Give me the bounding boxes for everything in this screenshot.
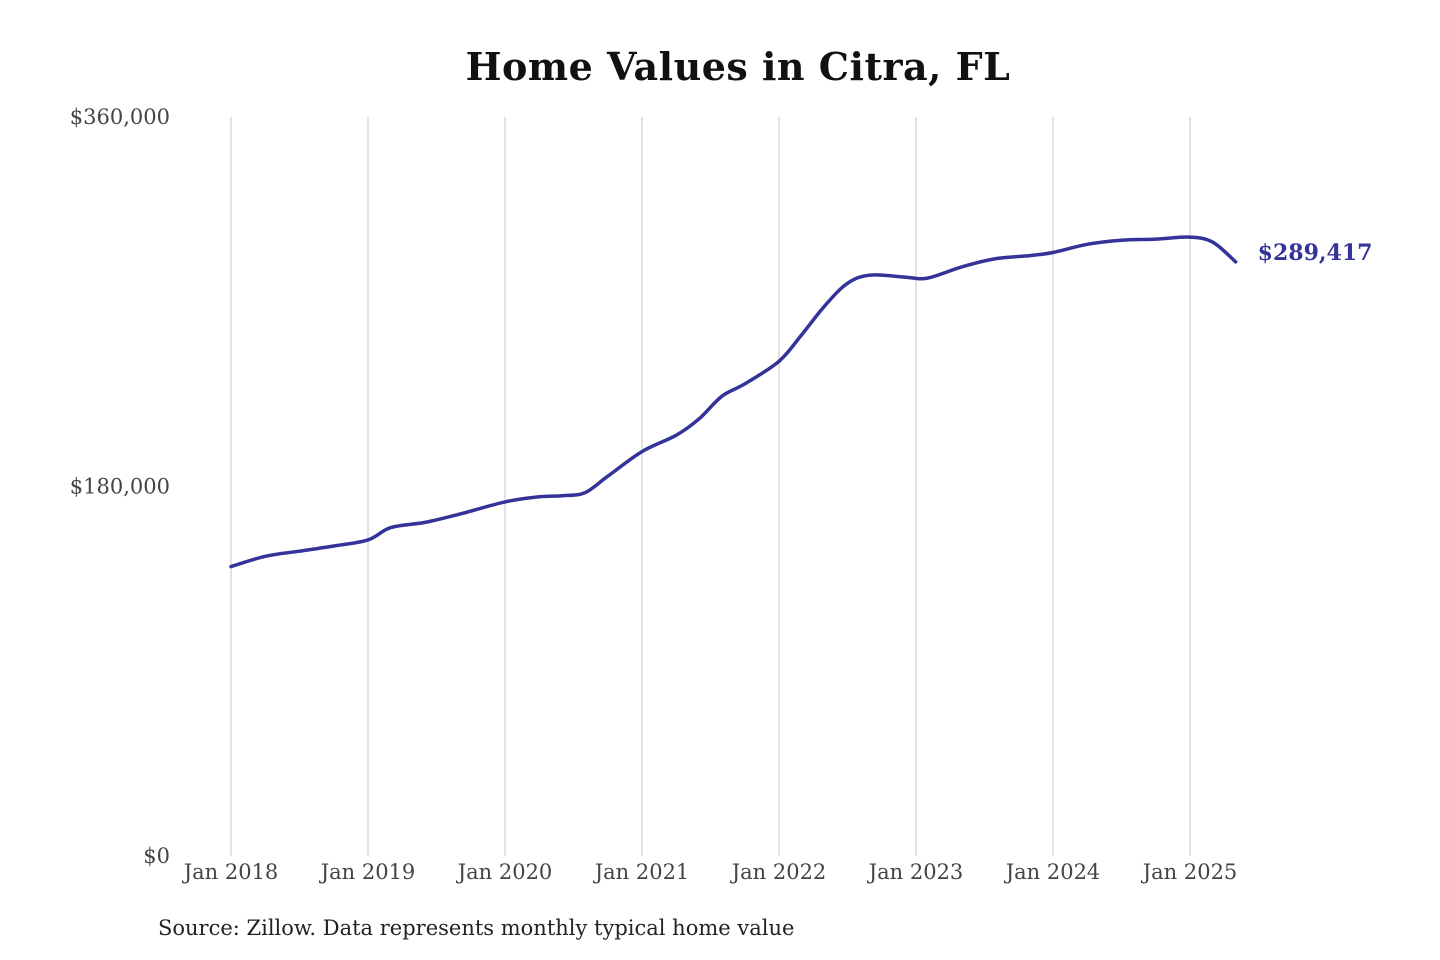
chart-title: Home Values in Citra, FL [465, 44, 1011, 89]
series-line [229, 235, 1238, 569]
x-axis: Jan 2018 Jan 2019 Jan 2020 Jan 2021 Jan 2022… [182, 860, 1238, 884]
grid-lines [230, 117, 1191, 856]
x-tick-label: Jan 2018 [182, 860, 279, 884]
x-tick-label: Jan 2019 [319, 860, 416, 884]
series-layer [229, 235, 1238, 569]
annotation-layer: $289,417 [1258, 240, 1373, 266]
y-tick-label: $360,000 [70, 105, 170, 129]
x-tick-label: Jan 2022 [730, 860, 827, 884]
y-axis: $0 $180,000 $360,000 [70, 105, 170, 868]
end-value-label: $289,417 [1258, 240, 1373, 266]
x-tick-label: Jan 2023 [867, 860, 964, 884]
y-tick-label: $0 [143, 844, 170, 868]
x-tick-label: Jan 2020 [456, 860, 553, 884]
y-tick-label: $180,000 [70, 475, 170, 499]
x-tick-label: Jan 2024 [1004, 860, 1101, 884]
source-note: Source: Zillow. Data represents monthly … [158, 916, 795, 940]
x-tick-label: Jan 2025 [1141, 860, 1238, 884]
x-tick-label: Jan 2021 [593, 860, 690, 884]
